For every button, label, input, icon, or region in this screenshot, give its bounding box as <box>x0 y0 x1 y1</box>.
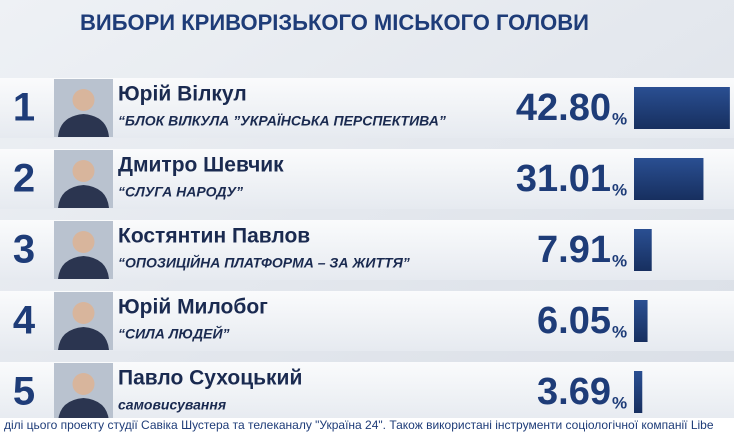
chart-title: ВИБОРИ КРИВОРІЗЬКОГО МІСЬКОГО ГОЛОВИ <box>80 10 589 35</box>
row-band <box>0 362 734 422</box>
row-band <box>0 149 734 209</box>
party: “СИЛА ЛЮДЕЙ” <box>118 325 230 342</box>
photo-head <box>72 373 95 395</box>
candidate-name: Юрій Вілкул <box>118 83 247 106</box>
row-band <box>0 220 734 280</box>
ticker <box>0 418 734 432</box>
value-label: 31.01 <box>516 158 611 200</box>
photo-head <box>72 231 95 253</box>
photo-body <box>58 327 109 350</box>
photo-body <box>58 398 109 421</box>
rank: 2 <box>13 157 35 201</box>
party: “ОПОЗИЦІЙНА ПЛАТФОРМА – ЗА ЖИТТЯ” <box>118 254 410 271</box>
ticker-text: ділі цього проекту студії Савіка Шустера… <box>4 418 714 432</box>
rank: 5 <box>13 370 35 414</box>
value-label: 3.69 <box>537 371 611 413</box>
unit: % <box>612 109 627 128</box>
party: “СЛУГА НАРОДУ” <box>118 184 243 200</box>
bar <box>634 87 730 129</box>
photo-body <box>58 185 109 208</box>
candidate-name: Дмитро Шевчик <box>118 154 284 177</box>
value-label: 42.80 <box>516 87 611 129</box>
photo-body <box>58 114 109 137</box>
photo-head <box>72 160 95 182</box>
row-band <box>0 291 734 351</box>
rank: 3 <box>13 228 35 272</box>
bar <box>634 371 643 413</box>
photo-body <box>58 256 109 279</box>
value-label: 7.91 <box>537 229 611 271</box>
party: самовисування <box>118 397 226 413</box>
bar <box>634 300 648 342</box>
unit: % <box>612 180 627 199</box>
value-label: 6.05 <box>537 300 611 342</box>
bar <box>634 158 704 200</box>
candidate-name: Костянтин Павлов <box>118 225 310 248</box>
party: “БЛОК ВІЛКУЛА ”УКРАЇНСЬКА ПЕРСПЕКТИВА” <box>118 113 446 129</box>
unit: % <box>612 322 627 341</box>
rank: 1 <box>13 86 35 130</box>
photo-head <box>72 89 95 111</box>
candidate-name: Павло Сухоцький <box>118 367 302 390</box>
unit: % <box>612 393 627 412</box>
rank: 4 <box>13 299 36 343</box>
photo-head <box>72 302 95 324</box>
row-band <box>0 78 734 138</box>
unit: % <box>612 251 627 270</box>
bar <box>634 229 652 271</box>
candidate-name: Юрій Милобог <box>118 296 268 319</box>
